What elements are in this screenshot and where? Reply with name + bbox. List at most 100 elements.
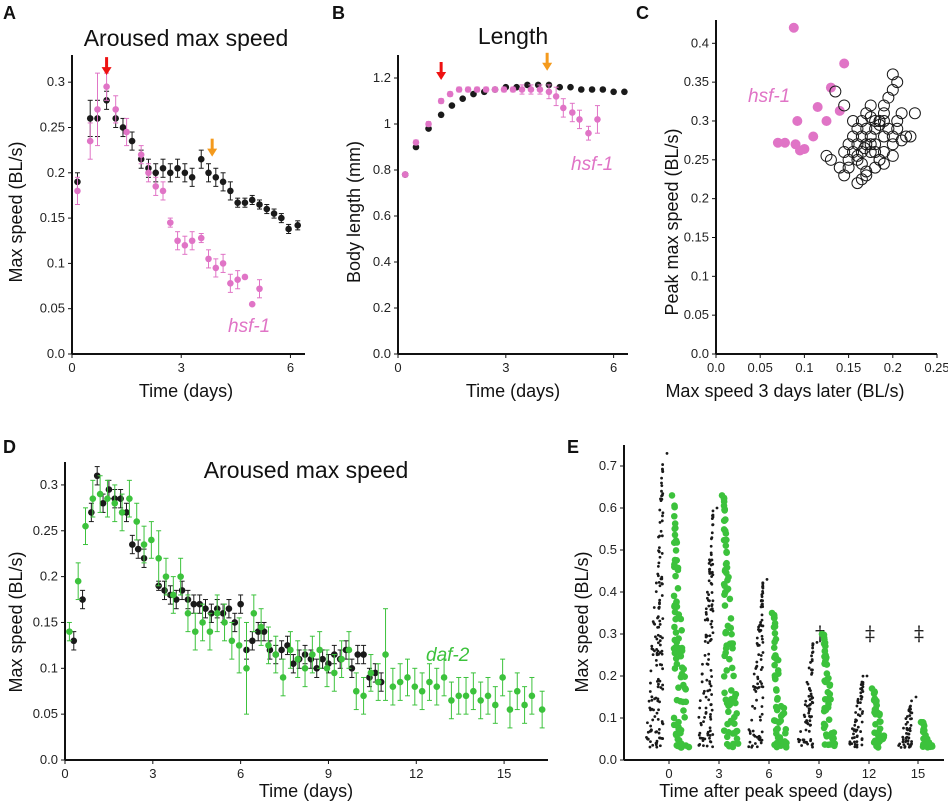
panel-e-ytick-label: 0.3 — [599, 626, 617, 641]
panel-a-point-black — [166, 169, 174, 177]
panel-e-point-black — [658, 619, 662, 623]
panel-c-ytick-label: 0.25 — [684, 152, 709, 167]
panel-e-point-black — [661, 687, 665, 691]
panel-e-point-green — [671, 561, 678, 568]
panel-e-point-black — [708, 726, 712, 730]
panel-e-point-green — [720, 580, 728, 588]
panel-e-point-black — [657, 580, 661, 584]
panel-e-point-black — [802, 738, 806, 742]
panel-b-point-pink — [500, 86, 508, 93]
panel-d-point-green — [104, 495, 111, 502]
panel-e-point-black — [755, 735, 759, 739]
panel-e-point-green — [772, 635, 780, 643]
panel-a-point-pink — [188, 237, 196, 245]
panel-a-point-black — [285, 225, 292, 233]
panel-d-point-green — [221, 619, 228, 626]
panel-e-point-green — [771, 614, 778, 622]
panel-c-ytick-label: 0.1 — [691, 268, 709, 283]
panel-d-point-green — [455, 692, 463, 700]
panel-e-point-black — [655, 637, 659, 641]
panel-b-ytick-label: 0.0 — [373, 346, 391, 361]
panel-e-point-black — [656, 572, 660, 576]
panel-label-c: C — [636, 3, 649, 23]
panel-c-point-black — [900, 130, 913, 143]
panel-e-ytick-label: 0.4 — [599, 584, 617, 599]
panel-e-point-green — [718, 492, 726, 499]
panel-d-point-green — [162, 573, 170, 580]
panel-c-point-black — [847, 130, 860, 143]
panel-e-point-black — [856, 725, 860, 729]
panel-e-point-black — [708, 558, 711, 562]
panel-e-point-green — [677, 729, 684, 737]
panel-e-point-black — [658, 679, 662, 683]
panel-e-point-green — [675, 684, 682, 691]
panel-e-point-black — [903, 745, 907, 749]
panel-e-point-black — [853, 740, 856, 744]
panel-d-point-green — [352, 687, 360, 695]
panel-a-point-black — [128, 137, 136, 145]
panel-e-point-green — [723, 548, 730, 556]
panel-e-point-black — [750, 718, 754, 722]
panel-d-point-green — [82, 522, 89, 530]
panel-d-point-green — [191, 628, 199, 635]
panel-b-point-black — [621, 88, 628, 96]
panel-b-arrowhead-orange — [542, 62, 553, 71]
panel-e-point-black — [760, 634, 764, 638]
panel-e-point-green — [730, 672, 737, 680]
panel-d-point-black — [354, 651, 362, 658]
panel-e-point-black — [758, 623, 762, 627]
panel-e-point-black — [650, 695, 654, 699]
panel-e-point-black — [860, 712, 864, 715]
panel-e-point-black — [907, 736, 911, 740]
panel-e-point-black — [914, 695, 918, 699]
panel-e-point-black — [759, 654, 763, 657]
panel-e-point-black — [656, 718, 660, 721]
panel-e-point-black — [709, 668, 713, 672]
panel-e-point-green — [830, 729, 838, 736]
panel-d-point-black — [249, 637, 256, 645]
panel-e-point-green — [670, 512, 678, 520]
panel-d-point-green — [470, 687, 477, 695]
panel-e-point-black — [908, 729, 912, 733]
panel-e-point-black — [698, 736, 702, 740]
panel-d-daf2-label: daf-2 — [426, 645, 470, 666]
panel-e-point-green — [720, 536, 728, 544]
panel-c-point-black — [908, 107, 921, 120]
panel-a-xtick-label: 3 — [178, 360, 185, 375]
panel-e-point-green — [725, 573, 732, 581]
panel-e-point-green — [777, 712, 785, 720]
panel-e-point-green — [722, 696, 730, 704]
panel-e-point-black — [711, 573, 715, 577]
panel-d-point-green — [140, 541, 148, 548]
panel-d-point-green — [287, 646, 294, 654]
panel-e-point-black — [804, 740, 808, 744]
panel-e-point-black — [860, 695, 864, 699]
panel-d-point-green — [111, 499, 119, 507]
panel-d-point-black — [99, 499, 107, 507]
panel-e-point-black — [651, 743, 655, 747]
panel-e-point-black — [654, 743, 658, 747]
panel-e-point-green — [671, 520, 679, 527]
panel-a-ylabel: Max speed (BL/s) — [6, 141, 26, 282]
panel-e-point-black — [651, 653, 655, 656]
panel-e-point-black — [707, 579, 711, 583]
panel-d-point-green — [301, 665, 309, 672]
panel-e-point-black — [661, 722, 665, 726]
panel-a-xtick-label: 6 — [287, 360, 294, 375]
panel-d-point-green — [345, 646, 353, 654]
panel-e-point-black — [711, 509, 715, 513]
panel-d-point-green — [448, 697, 455, 704]
panel-e-point-black — [651, 718, 655, 722]
panel-e-point-black — [757, 685, 761, 689]
panel-d-point-black — [196, 600, 203, 608]
panel-e-point-black — [709, 553, 713, 557]
panel-e-point-black — [658, 643, 662, 647]
panel-e-point-black — [860, 737, 864, 741]
panel-e-point-green — [728, 664, 736, 672]
panel-e-xtick-label: 6 — [765, 766, 772, 781]
panel-d-title: Aroused max speed — [204, 457, 409, 483]
panel-e-point-green — [777, 702, 785, 710]
panel-e-point-black — [906, 715, 909, 718]
panel-d-xtick-label: 9 — [325, 766, 332, 781]
panel-c-point-black — [869, 146, 882, 159]
